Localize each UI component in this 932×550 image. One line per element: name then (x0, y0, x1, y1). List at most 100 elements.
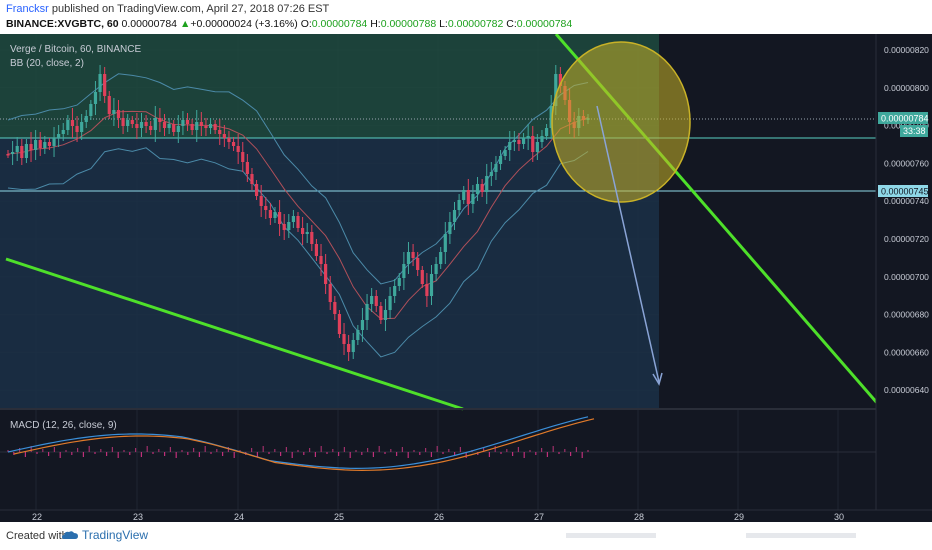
candlesticks (6, 65, 590, 361)
high-value: 0.00000788 (380, 18, 437, 30)
candle-body (526, 136, 530, 138)
close-value: 0.00000784 (516, 18, 573, 30)
price-tick: 0.00000680 (884, 310, 929, 320)
candle-body (351, 340, 355, 352)
high-label: H: (370, 18, 381, 30)
candle-body (485, 176, 489, 192)
candle-body (434, 264, 438, 274)
candle-body (98, 74, 102, 92)
candle-body (190, 124, 194, 130)
level-price-tag (878, 185, 928, 197)
candle-body (126, 120, 130, 126)
chart-area[interactable]: 0.00000.0000-0.0000 0.000008200.00000800… (0, 33, 932, 522)
projection-arrow[interactable] (596, 105, 660, 383)
level-price-tag-text: 0.00000745 (881, 187, 929, 197)
candle-body (149, 126, 153, 130)
candle-body (89, 104, 93, 116)
footer: Created with TradingView (0, 522, 932, 550)
chart-canvas[interactable]: 0.00000.0000-0.0000 0.000008200.00000800… (0, 33, 932, 522)
candle-body (38, 140, 42, 148)
pair-title: Verge / Bitcoin, 60, BINANCE (10, 44, 142, 55)
candle-body (61, 130, 65, 134)
candle-body (172, 124, 176, 132)
candle-body (181, 120, 185, 126)
candle-body (107, 96, 111, 114)
candle-body (11, 152, 15, 154)
candle-body (549, 106, 553, 128)
current-price-tag (878, 112, 928, 124)
candle-body (75, 126, 79, 132)
candle-body (185, 120, 190, 124)
tradingview-logo[interactable]: TradingView (62, 528, 148, 542)
candle-body (264, 206, 268, 210)
author-link[interactable]: Francksr (6, 3, 49, 15)
candle-body (558, 74, 562, 86)
candle-body (208, 124, 213, 128)
candle-body (236, 146, 240, 152)
candle-body (531, 136, 535, 152)
candle-body (411, 252, 415, 258)
countdown-tag-text: 33:38 (903, 126, 926, 136)
candle-body (337, 314, 342, 334)
candle-body (393, 286, 397, 296)
candle-body (475, 184, 480, 194)
low-label: L: (439, 18, 448, 30)
candle-body (347, 344, 351, 352)
publish-line: Francksr published on TradingView.com, A… (6, 3, 329, 15)
candle-body (333, 302, 337, 314)
candle-body (503, 150, 507, 156)
candle-body (66, 120, 70, 130)
date-tick: 29 (734, 512, 744, 522)
highlight-ellipse[interactable] (551, 41, 691, 203)
candle-body (144, 122, 148, 126)
footer-bars (566, 533, 856, 538)
candle-body (139, 122, 144, 128)
candle-body (521, 138, 526, 144)
chart-header: Francksr published on TradingView.com, A… (0, 0, 932, 34)
candle-body (24, 144, 29, 158)
range-zone (0, 138, 659, 409)
candle-body (365, 304, 369, 320)
candle-body (57, 134, 61, 138)
date-tick: 25 (334, 512, 344, 522)
candle-body (498, 156, 503, 164)
candle-body (241, 152, 245, 162)
price-tick: 0.00000720 (884, 234, 929, 244)
candle-body (231, 142, 236, 146)
candle-body (227, 138, 231, 142)
candle-body (296, 216, 300, 228)
candle-body (383, 310, 388, 320)
candle-body (494, 164, 498, 172)
candle-body (277, 212, 282, 224)
price-tick: 0.00000800 (884, 83, 929, 93)
macd-legend[interactable]: MACD (12, 26, close, 9) (10, 420, 117, 431)
time-axis[interactable]: 22 23 24 25 26 27 28 29 30 (32, 512, 844, 522)
last-price: 0.00000784 (121, 18, 178, 30)
date-tick: 27 (534, 512, 544, 522)
candle-body (176, 126, 180, 132)
candle-body (360, 320, 365, 330)
published-text: published on TradingView.com, April 27, … (51, 3, 330, 15)
candle-body (544, 128, 549, 136)
candle-body (52, 138, 56, 146)
candle-body (287, 222, 291, 230)
lower-trendline[interactable] (5, 257, 464, 411)
candle-body (554, 74, 558, 106)
bb-legend[interactable]: BB (20, close, 2) (10, 58, 84, 69)
candle-body (80, 122, 84, 132)
candle-body (370, 296, 374, 304)
price-tick: 0.00000640 (884, 385, 929, 395)
candle-body (245, 162, 249, 174)
candle-body (397, 278, 401, 286)
candle-body (47, 142, 52, 146)
candle-body (199, 122, 203, 126)
candle-body (379, 306, 383, 320)
candle-body (508, 142, 512, 150)
candle-body (448, 222, 452, 234)
candle-body (254, 184, 259, 196)
candle-body (282, 224, 286, 230)
candle-body (517, 140, 521, 144)
candle-body (301, 228, 305, 234)
candle-body (29, 144, 33, 150)
candle-body (70, 120, 75, 126)
